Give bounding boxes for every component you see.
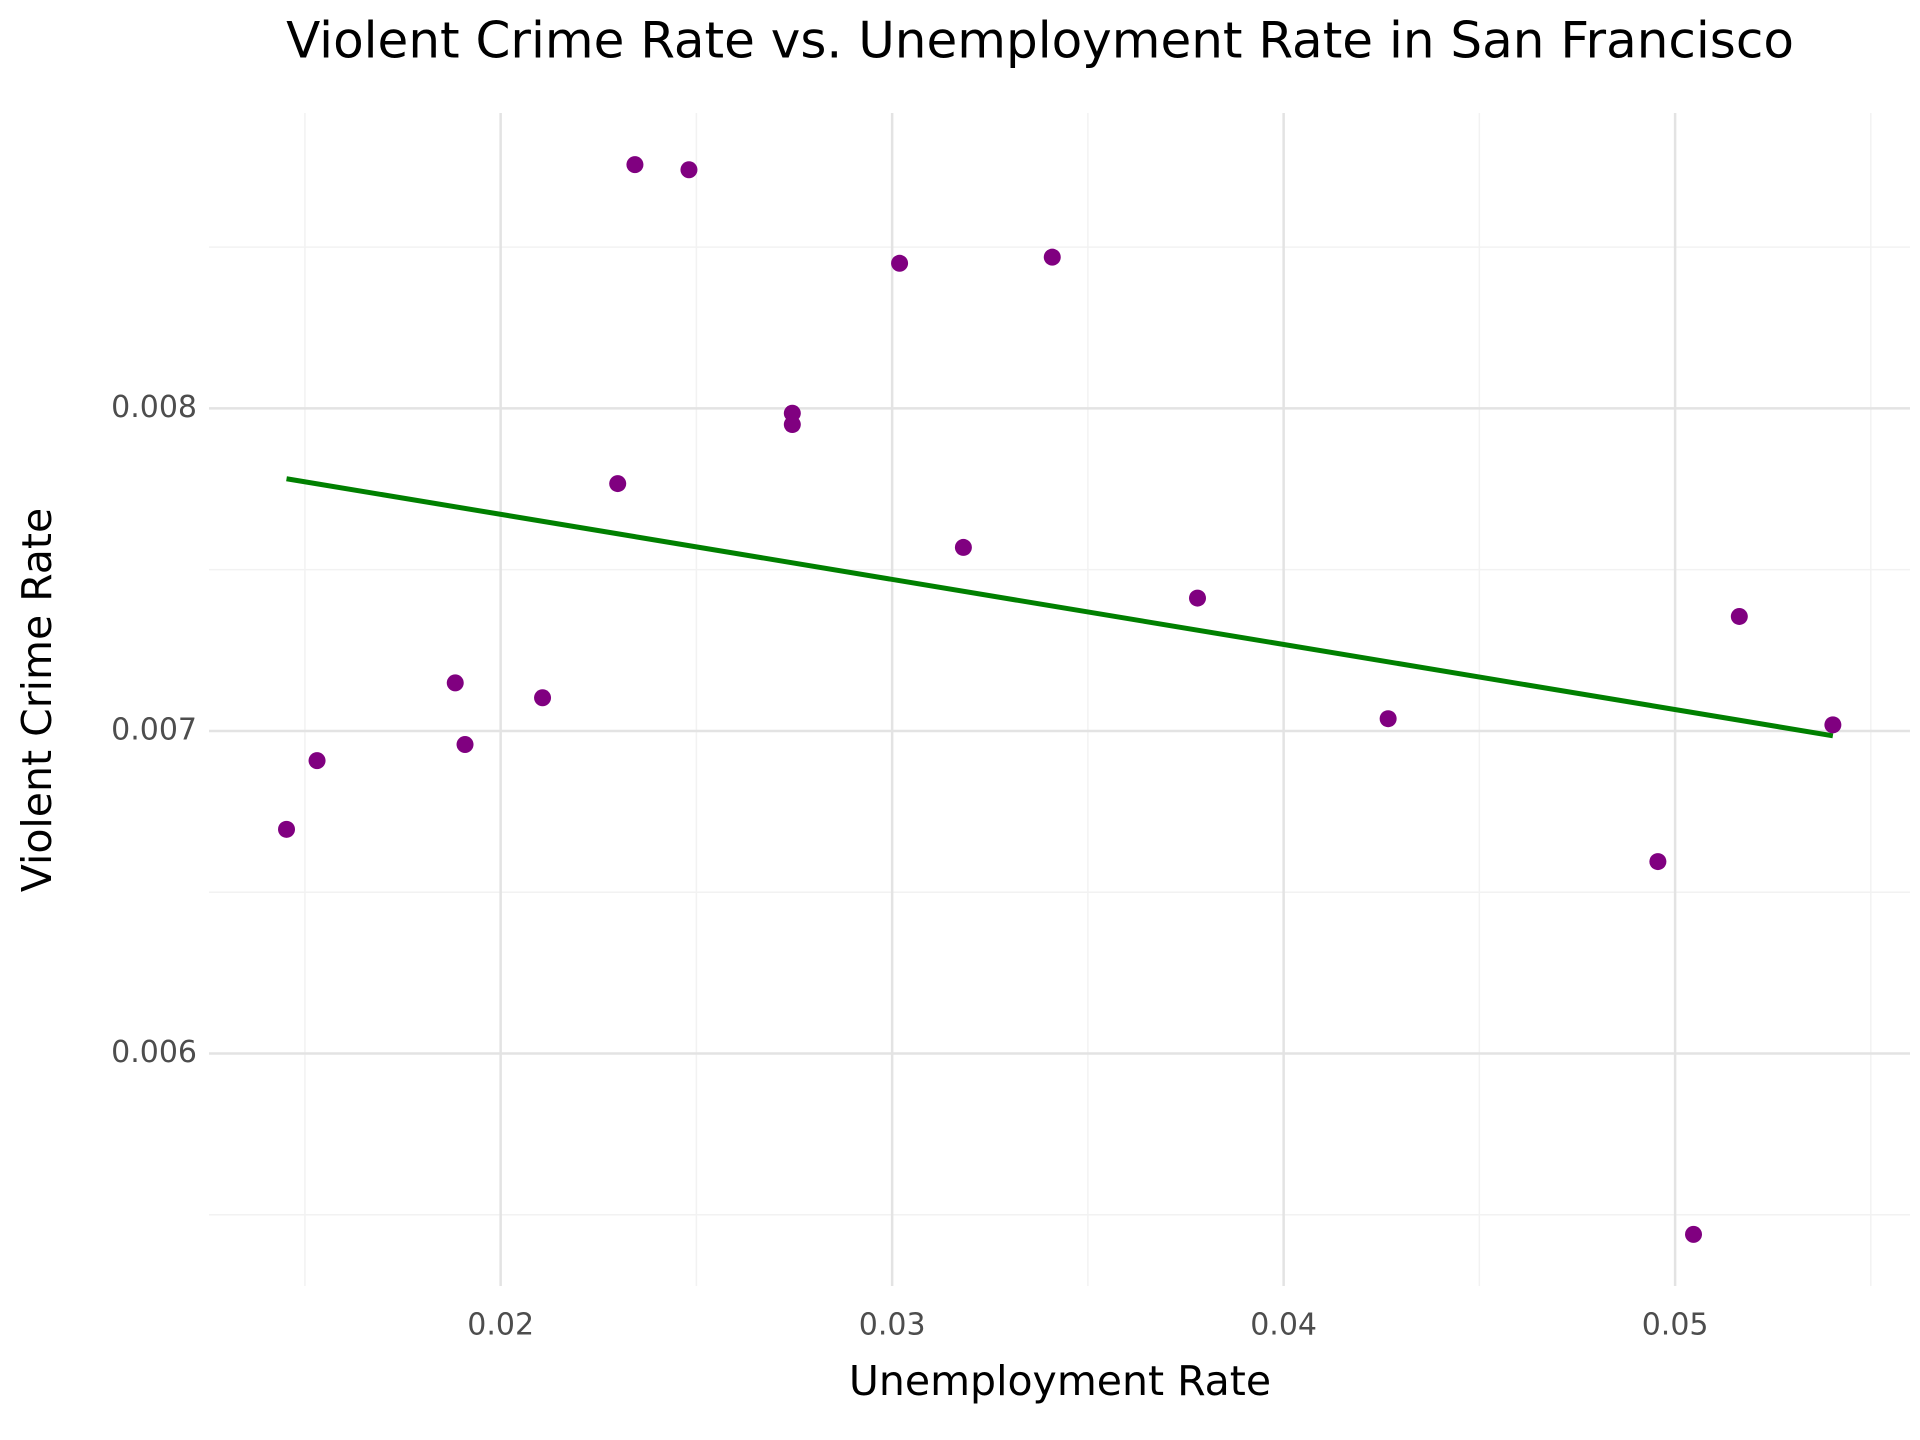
scatter-point (446, 674, 464, 692)
scatter-point (1649, 853, 1667, 871)
x-tick-label: 0.05 (1642, 1308, 1709, 1343)
scatter-point (891, 254, 909, 272)
chart-title: Violent Crime Rate vs. Unemployment Rate… (286, 12, 1794, 70)
scatter-point (1043, 248, 1061, 266)
plot-area (278, 156, 1842, 1243)
scatter-point (1685, 1225, 1703, 1243)
scatter-point (308, 752, 326, 770)
scatter-point (680, 161, 698, 179)
y-tick-label: 0.008 (111, 390, 197, 425)
scatter-point (626, 156, 644, 174)
scatter-point (954, 538, 972, 556)
scatter-point (1730, 607, 1748, 625)
y-axis-label: Violent Crime Rate (13, 508, 61, 892)
scatter-point (456, 735, 474, 753)
x-tick-label: 0.04 (1250, 1308, 1317, 1343)
scatter-point (1824, 716, 1842, 734)
scatter-point (609, 475, 627, 493)
x-axis-label: Unemployment Rate (849, 1357, 1271, 1405)
x-tick-label: 0.03 (859, 1308, 926, 1343)
y-tick-label: 0.007 (111, 712, 197, 747)
y-tick-label: 0.006 (111, 1035, 197, 1070)
scatter-point (783, 416, 801, 434)
scatter-point (278, 820, 296, 838)
scatter-point (1379, 710, 1397, 728)
scatter-point (534, 689, 552, 707)
trend-line (286, 476, 1834, 739)
scatter-point (1188, 589, 1206, 607)
grid: 0.02 0.03 0.04 0.05 0.006 0.007 0.008 (111, 113, 1910, 1343)
x-tick-label: 0.02 (467, 1308, 534, 1343)
